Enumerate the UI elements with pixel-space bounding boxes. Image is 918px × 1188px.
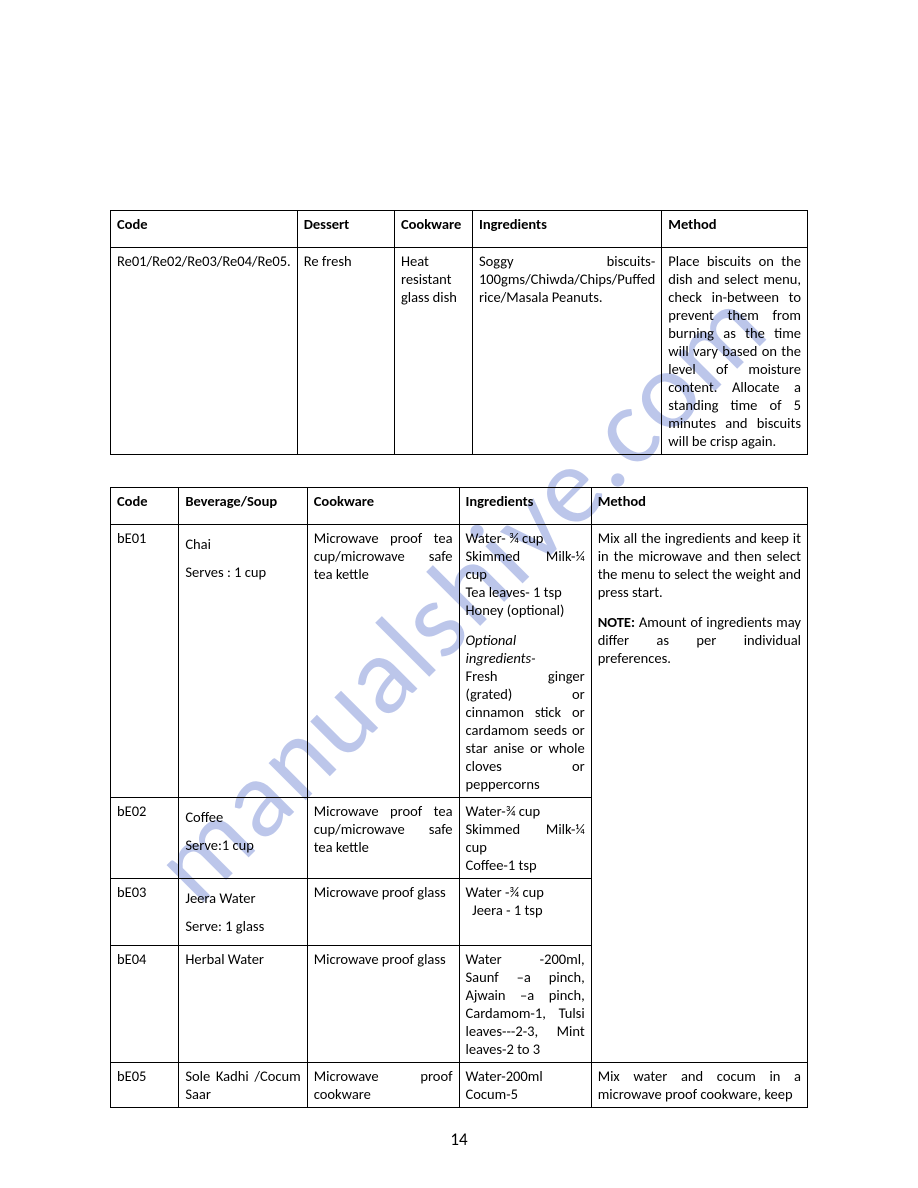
cell-method: Mix all the ingredients and keep it in t…	[591, 525, 807, 1063]
optional-label: Optional ingredients-	[466, 631, 585, 667]
ing-line: Water- ¾ cup	[466, 529, 585, 547]
cell-beverage: Sole Kadhi /Cocum Saar	[179, 1063, 307, 1108]
beverage-name: Coffee	[185, 808, 300, 826]
cell-code: bE03	[111, 879, 179, 946]
page-number: 14	[0, 1129, 918, 1150]
table-row: bE01 Chai Serves : 1 cup Microwave proof…	[111, 525, 808, 798]
cell-method: Place biscuits on the dish and select me…	[662, 248, 808, 455]
cell-beverage: Herbal Water	[179, 946, 307, 1063]
cell-ingredients: Water-¾ cup Skimmed Milk-¼ cup Coffee-1 …	[459, 798, 591, 879]
ing-line: Honey (optional)	[466, 601, 585, 619]
cell-code: bE02	[111, 798, 179, 879]
serve-text: Serve: 1 glass	[185, 917, 300, 935]
cell-cookware: Microwave proof tea cup/microwave safe t…	[307, 798, 459, 879]
serves-text: Serves : 1 cup	[185, 563, 300, 581]
cell-cookware: Microwave proof glass	[307, 946, 459, 1063]
ing-line: Jeera - 1 tsp	[466, 901, 585, 919]
ing-line: Tea leaves- 1 tsp	[466, 583, 585, 601]
beverage-table: Code Beverage/Soup Cookware Ingredients …	[110, 487, 808, 1108]
cell-ingredients: Soggy biscuits-100gms/Chiwda/Chips/Puffe…	[472, 248, 661, 455]
table-header-row: Code Dessert Cookware Ingredients Method	[111, 211, 808, 248]
header-beverage: Beverage/Soup	[179, 488, 307, 525]
ing-line: Cocum-5	[466, 1085, 585, 1103]
header-method: Method	[591, 488, 807, 525]
header-ingredients: Ingredients	[472, 211, 661, 248]
cell-code: bE05	[111, 1063, 179, 1108]
cell-code: bE04	[111, 946, 179, 1063]
table-row: bE05 Sole Kadhi /Cocum Saar Microwave pr…	[111, 1063, 808, 1108]
beverage-name: Chai	[185, 535, 300, 553]
cell-cookware: Heat resistant glass dish	[394, 248, 472, 455]
cell-ingredients: Water -¾ cup Jeera - 1 tsp	[459, 879, 591, 946]
table-row: Re01/Re02/Re03/Re04/Re05. Re fresh Heat …	[111, 248, 808, 455]
ing-line: Coffee-1 tsp	[466, 856, 585, 874]
header-code: Code	[111, 488, 179, 525]
note-block: NOTE: Amount of ingredients may differ a…	[598, 613, 801, 667]
ing-line: Skimmed Milk-¼ cup	[466, 820, 585, 856]
header-cookware: Cookware	[394, 211, 472, 248]
cell-code: Re01/Re02/Re03/Re04/Re05.	[111, 248, 298, 455]
cell-cookware: Microwave proof cookware	[307, 1063, 459, 1108]
cell-ingredients: Water-200ml Cocum-5	[459, 1063, 591, 1108]
cell-code: bE01	[111, 525, 179, 798]
cell-ingredients: Water- ¾ cup Skimmed Milk-¼ cup Tea leav…	[459, 525, 591, 798]
ing-line: Water-200ml	[466, 1067, 585, 1085]
note-label: NOTE:	[598, 613, 635, 631]
cell-dessert: Re fresh	[297, 248, 394, 455]
ing-optional: Fresh ginger (grated) or cinnamon stick …	[466, 667, 585, 793]
cell-beverage: Coffee Serve:1 cup	[179, 798, 307, 879]
header-cookware: Cookware	[307, 488, 459, 525]
header-dessert: Dessert	[297, 211, 394, 248]
cell-method: Mix water and cocum in a microwave proof…	[591, 1063, 807, 1108]
page-content: Code Dessert Cookware Ingredients Method…	[0, 0, 918, 1148]
cell-cookware: Microwave proof tea cup/microwave safe t…	[307, 525, 459, 798]
ing-line: Water -¾ cup	[466, 883, 585, 901]
header-method: Method	[662, 211, 808, 248]
header-ingredients: Ingredients	[459, 488, 591, 525]
ing-line: Skimmed Milk-¼ cup	[466, 547, 585, 583]
cell-beverage: Jeera Water Serve: 1 glass	[179, 879, 307, 946]
method-text: Mix all the ingredients and keep it in t…	[598, 529, 801, 601]
table-header-row: Code Beverage/Soup Cookware Ingredients …	[111, 488, 808, 525]
cell-cookware: Microwave proof glass	[307, 879, 459, 946]
serve-text: Serve:1 cup	[185, 836, 300, 854]
ing-line: Water-¾ cup	[466, 802, 585, 820]
cell-beverage: Chai Serves : 1 cup	[179, 525, 307, 798]
cell-ingredients: Water -200ml, Saunf –a pinch, Ajwain –a …	[459, 946, 591, 1063]
beverage-name: Jeera Water	[185, 889, 300, 907]
header-code: Code	[111, 211, 298, 248]
dessert-table: Code Dessert Cookware Ingredients Method…	[110, 210, 808, 455]
